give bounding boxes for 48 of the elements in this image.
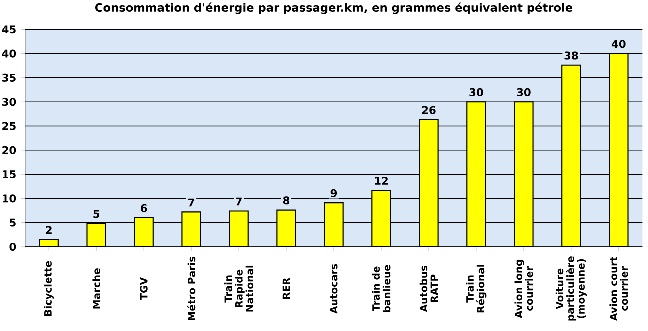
x-tick-label: Métro Paris [187,256,196,320]
bar [372,190,392,247]
y-tick-label: 15 [3,170,16,179]
x-tick-label: Marche [92,268,100,309]
bar [609,53,629,247]
data-label: 6 [141,204,148,212]
x-tick-label: Voiture particulière (moyenne) [556,256,587,321]
data-label: 26 [422,106,436,114]
data-label: 5 [94,210,100,218]
y-tick-label: 30 [2,98,16,106]
x-tick-label: Avion court courrier [610,256,628,321]
bar [466,102,486,247]
x-tick-label: Autobus RATP [420,266,438,312]
x-tick-label: Autocars [330,264,338,314]
data-label: 2 [46,226,52,234]
x-tick-label: Train de banlieue [372,265,391,312]
x-tick-label: Bicyclette [44,261,54,316]
x-tick-label: Avion long courrier [514,260,534,318]
x-tick-label: Train Rapide National [224,266,254,312]
y-tick-label: 20 [2,146,16,154]
data-label: 8 [283,196,290,205]
chart-title: Consommation d'énergie par passager.km, en grammes équivalent pétrole [95,2,573,14]
bar [134,217,154,247]
bar [514,102,534,247]
bar [229,210,249,247]
data-label: 38 [564,52,578,60]
bar [276,210,296,247]
x-tick-label: TGV [140,278,148,300]
data-label: 40 [612,40,626,48]
data-label: 7 [188,198,194,207]
y-tick-label: 45 [2,26,16,34]
bar [562,64,582,247]
y-tick-label: 5 [10,218,16,227]
x-tick-label: Train Régional [466,265,487,313]
y-tick-label: 0 [10,242,16,252]
data-label: 30 [470,88,484,96]
bar [182,212,202,247]
data-label: 12 [375,176,388,185]
data-label: 7 [236,198,242,206]
y-tick-label: 10 [3,194,16,203]
y-tick-label: 25 [2,122,16,130]
data-label: 30 [517,88,531,96]
bar [324,202,344,247]
y-tick-label: 40 [2,50,16,58]
data-label: 9 [330,189,338,198]
y-tick-label: 35 [2,74,16,82]
bar [419,119,439,247]
x-tick-label: RER [282,278,290,300]
